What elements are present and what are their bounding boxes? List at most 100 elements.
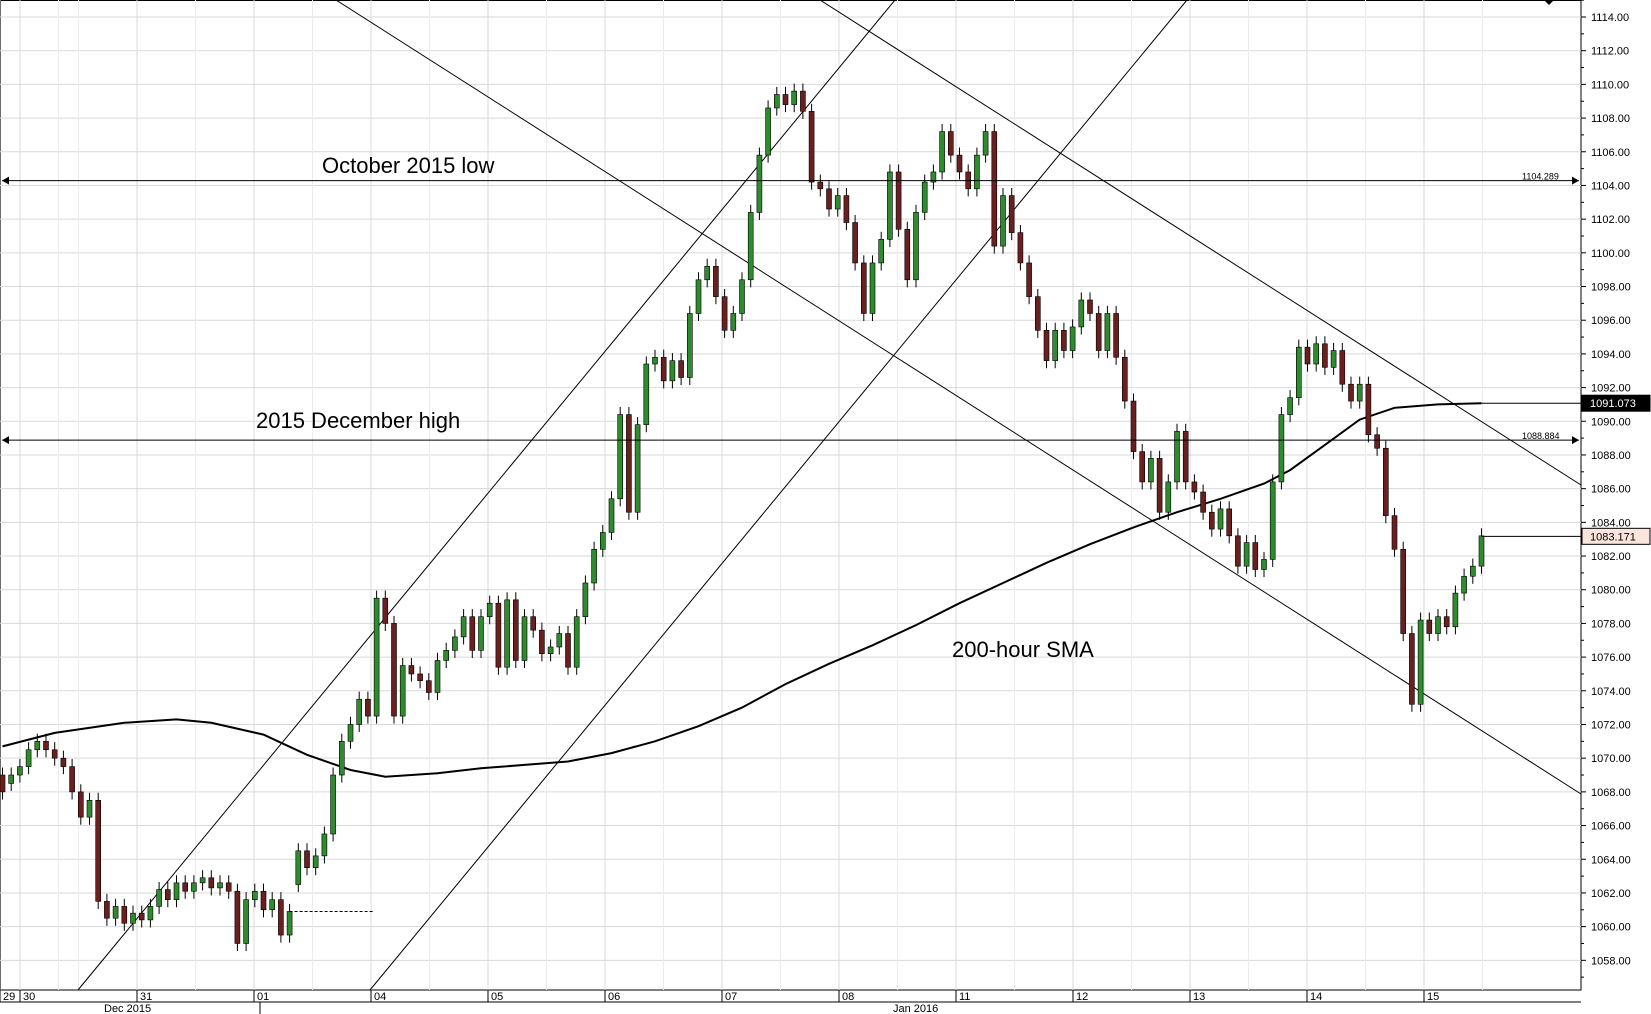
candle-body xyxy=(51,749,58,759)
x-tick-label: 08 xyxy=(842,991,854,1003)
candle-body xyxy=(626,414,632,513)
candle-body xyxy=(817,181,824,190)
candle-body xyxy=(895,171,902,230)
candle-body xyxy=(1304,346,1311,365)
annotations-layer: October 2015 low 2015 December high 200-ho… xyxy=(256,153,1094,662)
candle-body xyxy=(17,766,23,776)
candle-body xyxy=(930,171,937,183)
candle-body xyxy=(939,131,945,173)
level-label: 1088.884 xyxy=(1522,431,1560,441)
candle-body xyxy=(399,665,406,717)
y-tick-label: 1058.00 xyxy=(1591,955,1631,967)
x-tick-label: 06 xyxy=(608,991,620,1003)
price-tag-box xyxy=(1581,527,1651,545)
candle-body xyxy=(321,833,328,857)
candle-body xyxy=(347,724,354,742)
x-tick-label: 04 xyxy=(374,991,386,1003)
candle-body xyxy=(495,602,502,668)
y-tick-label: 1076.00 xyxy=(1591,652,1631,664)
candle-body xyxy=(843,195,850,223)
price-tag-box xyxy=(1581,394,1651,412)
candle-body xyxy=(130,912,136,924)
candle-body xyxy=(1409,633,1415,705)
y-tick-label: 1082.00 xyxy=(1591,551,1631,563)
x-tick-label: 13 xyxy=(1193,991,1205,1003)
x-tick-label: 07 xyxy=(725,991,737,1003)
y-tick-label: 1062.00 xyxy=(1591,888,1631,900)
candle-body xyxy=(1322,343,1328,368)
candle-body xyxy=(747,212,754,281)
candle-body xyxy=(356,698,363,725)
y-tick-label: 1112.00 xyxy=(1591,46,1629,58)
grid-lines xyxy=(0,0,1582,991)
annotation-text: October 2015 low xyxy=(322,153,495,178)
candle-body xyxy=(43,741,49,751)
candle-body xyxy=(443,650,450,661)
trend-lines xyxy=(77,0,1582,991)
candle-body xyxy=(1217,508,1224,530)
candle-body xyxy=(452,636,458,651)
candle-body xyxy=(1365,383,1372,436)
level-arrow-right xyxy=(1572,176,1579,185)
candle-body xyxy=(582,582,589,617)
candle-body xyxy=(295,850,302,885)
candle-body xyxy=(243,899,249,944)
candle-body xyxy=(1287,397,1293,415)
candle-body xyxy=(95,799,101,902)
candle-body xyxy=(826,188,832,210)
candle-body xyxy=(373,597,380,717)
candle-body xyxy=(1008,195,1015,233)
candle-body xyxy=(756,154,763,213)
candle-body xyxy=(678,360,684,378)
trend-line xyxy=(819,0,1582,486)
candle-body xyxy=(1278,414,1285,483)
candle-body xyxy=(1165,481,1172,513)
x-tick-label: 01 xyxy=(257,991,269,1003)
candle-body xyxy=(800,90,806,112)
candle-body xyxy=(947,131,954,156)
candle-body xyxy=(1426,619,1433,634)
candle-body xyxy=(25,749,32,767)
x-tick-label: 05 xyxy=(491,991,503,1003)
candle-body xyxy=(565,633,571,668)
y-tick-label: 1094.00 xyxy=(1591,349,1631,361)
candle-body xyxy=(1261,559,1267,570)
y-tick-label: 1080.00 xyxy=(1591,585,1631,597)
scroll-marker-icon xyxy=(1544,0,1554,5)
candle-body xyxy=(391,623,397,717)
trend-line xyxy=(369,0,1188,991)
candle-body xyxy=(365,698,371,717)
candle-body xyxy=(1043,330,1050,361)
level-arrow-left xyxy=(2,176,9,185)
candle-body xyxy=(921,181,928,213)
candle-body xyxy=(1026,262,1032,297)
candle-body xyxy=(8,774,14,784)
candle-body xyxy=(1443,616,1450,628)
y-tick-label: 1084.00 xyxy=(1591,517,1631,529)
candle-body xyxy=(217,882,223,889)
candle-body xyxy=(878,239,885,264)
candle-body xyxy=(208,877,215,889)
candle-body xyxy=(312,855,319,868)
level-arrow-right xyxy=(1572,436,1579,445)
candle-body xyxy=(286,911,293,936)
candle-body xyxy=(86,799,93,818)
y-tick-label: 1110.00 xyxy=(1591,79,1629,91)
y-tick-label: 1060.00 xyxy=(1591,922,1631,934)
candle-body xyxy=(225,882,232,892)
candle-body xyxy=(739,279,745,314)
candle-body xyxy=(1130,400,1137,452)
candle-body xyxy=(512,599,519,661)
candle-body xyxy=(478,616,484,651)
y-tick-label: 1068.00 xyxy=(1591,787,1631,799)
candle-body xyxy=(1383,447,1389,516)
candle-body xyxy=(1417,619,1424,705)
price-tag-label: 1091.073 xyxy=(1590,398,1636,410)
level-label: 1104.289 xyxy=(1522,172,1559,182)
y-tick-label: 1096.00 xyxy=(1591,315,1631,327)
candle-body xyxy=(634,424,641,513)
y-tick-label: 1086.00 xyxy=(1591,484,1631,496)
annotation-text: 2015 December high xyxy=(256,408,460,433)
candle-body xyxy=(382,597,389,624)
